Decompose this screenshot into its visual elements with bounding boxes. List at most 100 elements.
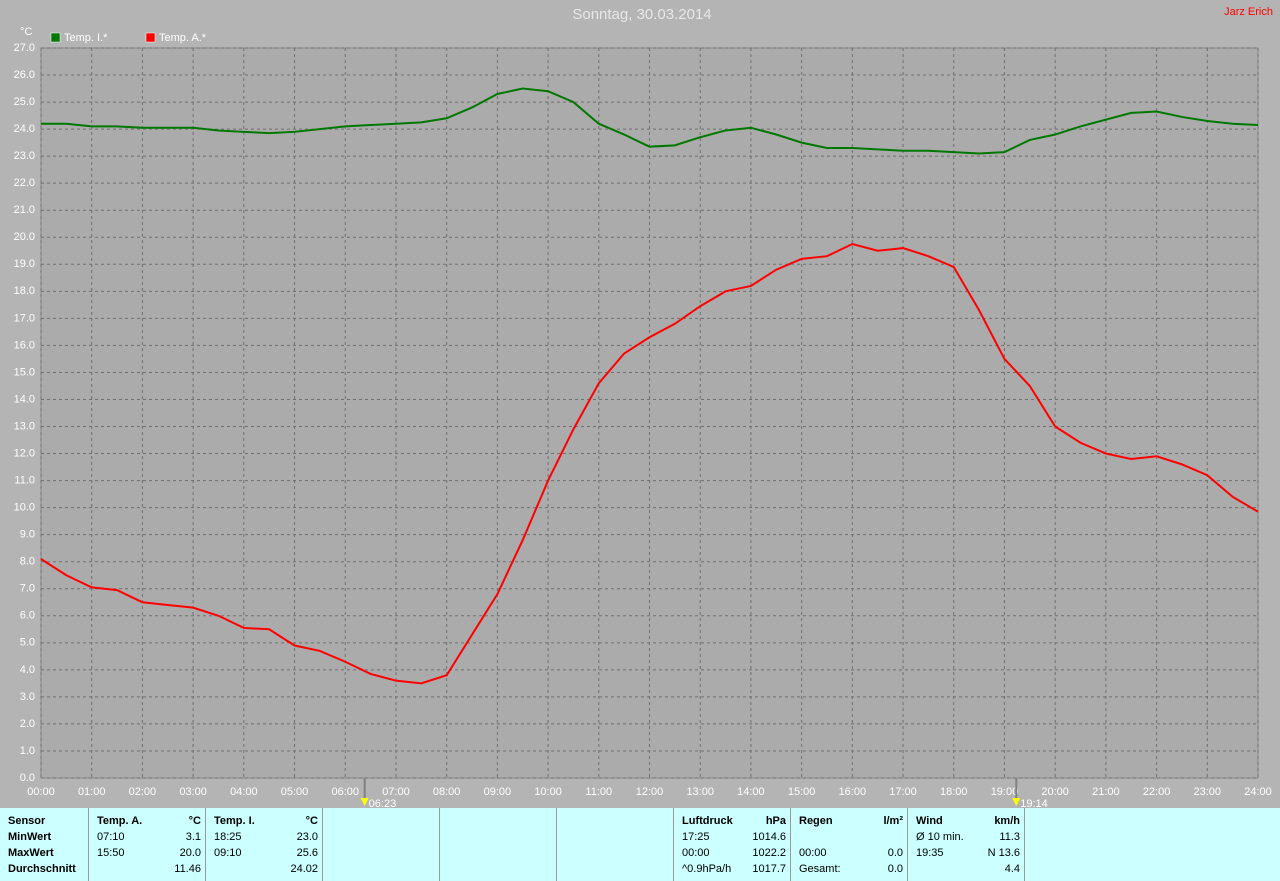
stats-table: Sensor MinWert MaxWert Durchschnitt Temp. A.… (0, 808, 1280, 881)
stats-cell: 20.0 (179, 847, 201, 859)
stats-row: Ø 10 min. 11.3 (916, 831, 1020, 847)
stats-row: Durchschnitt (8, 863, 84, 879)
stats-cell: 11.46 (174, 863, 201, 875)
stats-cell: 4.4 (1004, 863, 1020, 875)
header-unit: °C (305, 815, 318, 827)
stats-cell: 0.0 (887, 847, 903, 859)
stats-header: Temp. I. °C (214, 815, 318, 831)
y-tick-label: 19.0 (14, 258, 35, 270)
stats-row: 17:25 1014.6 (682, 831, 786, 847)
y-tick-label: 0.0 (20, 772, 35, 784)
stats-cell: 15:50 (97, 847, 125, 859)
stats-column: Temp. A. °C 07:10 3.1 15:50 20.0 11.46 (89, 808, 206, 881)
stats-column (323, 808, 440, 881)
y-tick-label: 26.0 (14, 69, 35, 81)
x-tick-label: 09:00 (484, 786, 512, 798)
y-tick-label: 7.0 (20, 583, 35, 595)
stats-row (799, 831, 903, 847)
stats-cell: 0.0 (887, 863, 903, 875)
x-tick-label: 24:00 (1244, 786, 1272, 798)
header-unit: hPa (765, 815, 786, 827)
header-text: Wind (916, 815, 943, 827)
y-tick-label: 4.0 (20, 664, 35, 676)
y-tick-label: 5.0 (20, 637, 35, 649)
x-tick-label: 19:00 (991, 786, 1019, 798)
marker-label: 06:23 (369, 798, 397, 808)
stats-cell: 19:35 (916, 847, 944, 859)
legend-swatch (50, 32, 61, 43)
x-tick-label: 02:00 (129, 786, 157, 798)
x-tick-label: 06:00 (331, 786, 359, 798)
stats-cell: Durchschnitt (8, 863, 76, 875)
stats-cell: 00:00 (799, 847, 827, 859)
y-tick-label: 14.0 (14, 393, 35, 405)
x-tick-label: 10:00 (534, 786, 562, 798)
x-tick-label: 12:00 (636, 786, 664, 798)
x-tick-label: 18:00 (940, 786, 968, 798)
stats-column: Sensor MinWert MaxWert Durchschnitt (0, 808, 89, 881)
series-line (41, 87, 1259, 155)
stats-cell: 07:10 (97, 831, 125, 843)
header-text: Regen (799, 815, 833, 827)
x-tick-label: 04:00 (230, 786, 258, 798)
series-line (40, 242, 1259, 685)
x-tick-label: 01:00 (78, 786, 106, 798)
marker-label: 19:14 (1020, 798, 1048, 808)
stats-row: 18:25 23.0 (214, 831, 318, 847)
legend-label: Temp. I.* (64, 32, 108, 44)
stats-cell: 11.3 (999, 831, 1020, 843)
stats-row: 4.4 (916, 863, 1020, 879)
y-tick-label: 13.0 (14, 420, 35, 432)
y-tick-label: 20.0 (14, 231, 35, 243)
stats-header (331, 815, 435, 831)
stats-header: Wind km/h (916, 815, 1020, 831)
stats-cell: 1022.2 (752, 847, 786, 859)
stats-row: 15:50 20.0 (97, 847, 201, 863)
x-tick-label: 03:00 (179, 786, 207, 798)
stats-cell: 25.6 (296, 847, 318, 859)
x-tick-label: 15:00 (788, 786, 816, 798)
y-tick-label: 16.0 (14, 339, 35, 351)
y-tick-label: 23.0 (14, 150, 35, 162)
y-tick-label: 24.0 (14, 123, 35, 135)
stats-cell: MinWert (8, 831, 52, 843)
stats-row: 19:35 N 13.6 (916, 847, 1020, 863)
x-tick-label: 14:00 (737, 786, 765, 798)
y-tick-label: 18.0 (14, 285, 35, 297)
x-tick-label: 22:00 (1143, 786, 1171, 798)
stats-cell: Gesamt: (799, 863, 841, 875)
stats-cell: 00:00 (682, 847, 710, 859)
stats-header (565, 815, 669, 831)
stats-row: 00:00 0.0 (799, 847, 903, 863)
stats-cell: MaxWert (8, 847, 54, 859)
stats-header: Temp. A. °C (97, 815, 201, 831)
y-tick-label: 8.0 (20, 556, 35, 568)
y-tick-label: 27.0 (14, 42, 35, 54)
stats-cell: Ø 10 min. (916, 831, 964, 843)
x-tick-label: 16:00 (839, 786, 867, 798)
y-tick-label: 22.0 (14, 177, 35, 189)
stats-column: Temp. I. °C 18:25 23.0 09:10 25.6 24.02 (206, 808, 323, 881)
y-tick-label: 12.0 (14, 447, 35, 459)
stats-cell: 24.02 (290, 863, 318, 875)
y-tick-label: 1.0 (20, 745, 35, 757)
header-unit: °C (188, 815, 201, 827)
stats-row: Gesamt: 0.0 (799, 863, 903, 879)
stats-cell: 18:25 (214, 831, 242, 843)
y-tick-label: 9.0 (20, 529, 35, 541)
stats-column: Regen l/m² 00:00 0.0 Gesamt: 0.0 (791, 808, 908, 881)
stats-cell: 1017.7 (752, 863, 786, 875)
y-tick-label: 15.0 (14, 366, 35, 378)
stats-cell: 17:25 (682, 831, 710, 843)
stats-cell: 1014.6 (752, 831, 786, 843)
stats-cell: ^0.9hPa/h (682, 863, 732, 875)
marker-icon (1012, 798, 1021, 806)
stats-header: Regen l/m² (799, 815, 903, 831)
y-tick-label: 21.0 (14, 204, 35, 216)
x-tick-label: 00:00 (27, 786, 55, 798)
header-text: Sensor (8, 815, 46, 827)
stats-cell: 3.1 (185, 831, 201, 843)
stats-row: 09:10 25.6 (214, 847, 318, 863)
y-tick-label: 6.0 (20, 610, 35, 622)
stats-column (557, 808, 674, 881)
